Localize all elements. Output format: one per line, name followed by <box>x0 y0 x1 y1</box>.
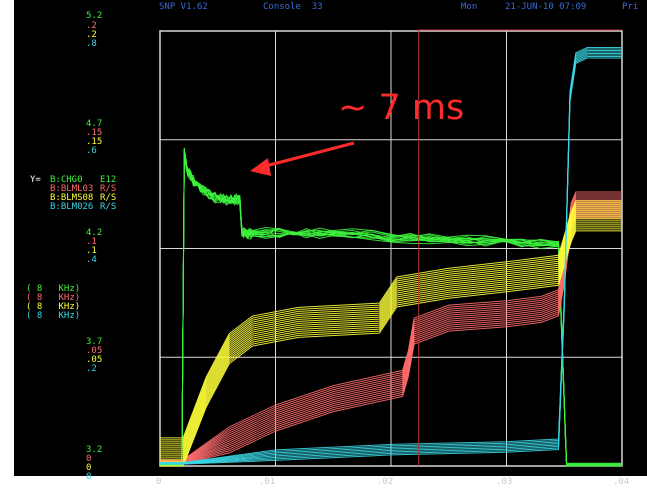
trace-group-bblms08 <box>160 200 622 467</box>
y-scale-value: 0 <box>86 463 92 473</box>
y-scale-value: 4.2 <box>86 228 103 238</box>
y-scale-value: 4.7 <box>86 119 103 129</box>
trace-line <box>160 200 622 439</box>
trace-line <box>160 216 622 455</box>
trace-line <box>160 230 622 467</box>
y-scale-value: 3.2 <box>86 445 103 455</box>
trace-line <box>160 228 622 467</box>
day-label: Mon <box>461 2 478 12</box>
y-scale-value: .2 <box>86 30 97 40</box>
y-scale-value: .15 <box>86 137 103 147</box>
annotation-label: ~ 7 ms <box>338 88 465 128</box>
trace-line <box>160 197 622 462</box>
y-legend-prefix: Y= <box>30 175 41 185</box>
y-scale-value: .05 <box>86 355 103 365</box>
trace-line <box>160 191 622 461</box>
annotation-arrow-shaft <box>257 141 355 170</box>
trace-group-bchg0 <box>160 147 622 467</box>
y-scale-value: 0 <box>86 472 92 482</box>
datetime-label: 21-JUN-10 07:09 <box>505 2 587 12</box>
plot-traces <box>160 29 622 467</box>
annotation-arrow-head <box>250 158 271 176</box>
sample-rate-label: ( 8 KHz) <box>26 284 81 294</box>
trace-line <box>160 220 622 459</box>
trace-line <box>160 193 622 461</box>
trace-line <box>160 214 622 453</box>
y-scale-value: .2 <box>86 364 97 374</box>
y-scale-value: .4 <box>86 255 97 265</box>
trace-line <box>160 208 622 447</box>
trace-line <box>160 195 622 461</box>
x-tick-label: 0 <box>156 477 162 487</box>
annotation-arrow <box>250 141 355 176</box>
y-scale-value: .2 <box>86 21 97 31</box>
y-scale-value: .1 <box>86 246 97 256</box>
y-scale-value: .6 <box>86 146 97 156</box>
device-unit: R/S <box>100 193 117 203</box>
device-name-blms08[interactable]: B:BLMS08 <box>50 193 94 203</box>
print-button[interactable]: Pri <box>622 2 639 12</box>
trace-line <box>160 224 622 463</box>
x-tick-label: .03 <box>496 477 513 487</box>
y-scale-value: 0 <box>86 454 92 464</box>
sample-rate-label: ( 8 KHz) <box>26 311 81 321</box>
trace-line <box>160 210 622 449</box>
trace-line <box>160 202 622 441</box>
y-scale-value: .8 <box>86 39 97 49</box>
trace-line <box>160 204 622 443</box>
device-unit: R/S <box>100 202 117 212</box>
scope-display: SNP V1.62 Console 33 Mon 21-JUN-10 07:09… <box>14 0 647 487</box>
trace-group-bblml03 <box>160 191 622 465</box>
trace-line <box>160 222 622 461</box>
sample-rate-label: ( 8 KHz) <box>26 302 81 312</box>
trace-line <box>160 152 622 467</box>
y-scale-value: .1 <box>86 237 97 247</box>
y-scale-value: 5.2 <box>86 11 103 21</box>
device-unit: R/S <box>100 184 117 194</box>
device-name-blm026[interactable]: B:BLM026 <box>50 202 94 212</box>
x-tick-label: .02 <box>377 477 394 487</box>
trace-line <box>160 57 622 465</box>
x-tick-label: .04 <box>613 477 630 487</box>
x-tick-label: .01 <box>259 477 276 487</box>
trace-group-bblm026 <box>160 47 622 465</box>
sample-rate-label: ( 8 KHz) <box>26 293 81 303</box>
trace-line <box>160 226 622 465</box>
y-scale-value: .15 <box>86 128 103 138</box>
scope-plot[interactable] <box>14 0 647 476</box>
trace-line <box>160 212 622 451</box>
gate-marker <box>418 29 622 466</box>
trace-line <box>160 218 622 457</box>
app-title: SNP V1.62 <box>159 2 208 12</box>
console-label: Console 33 <box>263 2 323 12</box>
device-name-blml03[interactable]: B:BLML03 <box>50 184 94 194</box>
y-scale-value: 3.7 <box>86 337 103 347</box>
y-scale-value: .05 <box>86 346 103 356</box>
device-unit: E12 <box>100 175 117 185</box>
device-name-chg0[interactable]: B:CHG0 <box>50 175 83 185</box>
trace-line <box>160 206 622 445</box>
